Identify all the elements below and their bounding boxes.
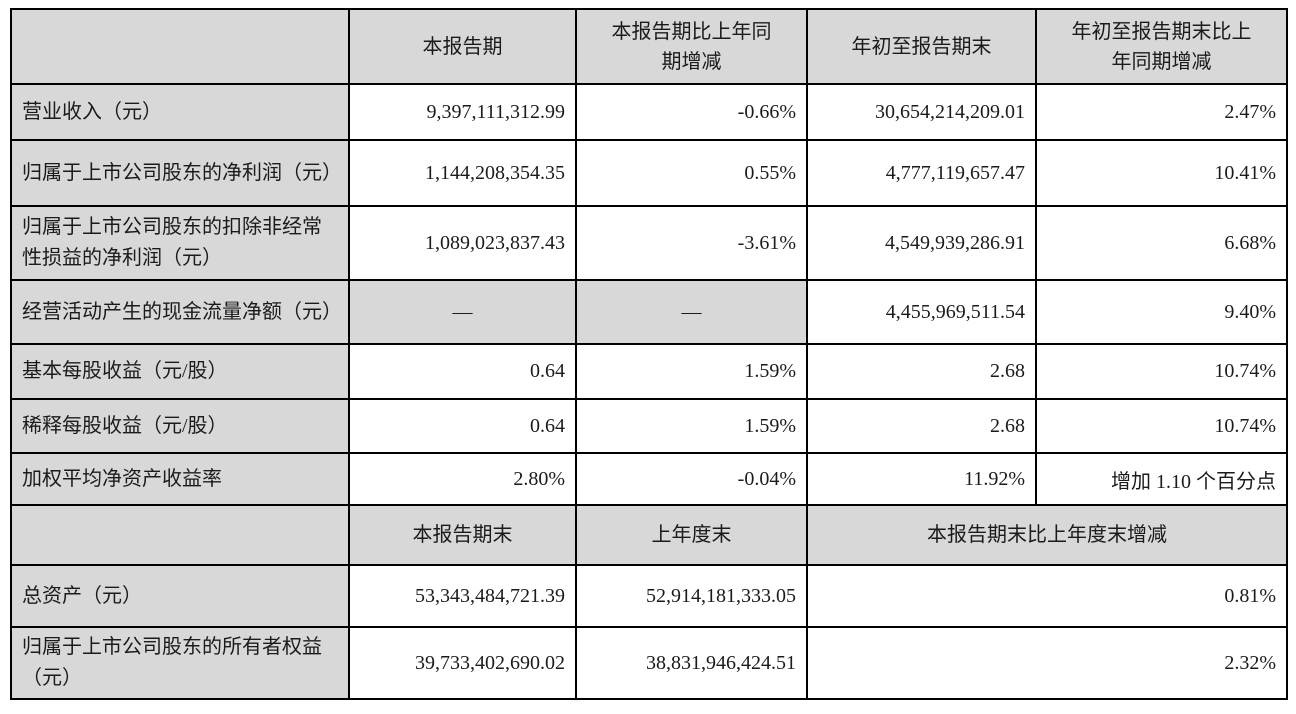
cell-value: 0.64 [348, 343, 577, 400]
table-row-diluted-eps: 稀释每股收益（元/股） 0.64 1.59% 2.68 10.74% [10, 398, 1288, 454]
cell-value: 30,654,214,209.01 [806, 83, 1037, 141]
cell-value: 0.55% [575, 139, 808, 207]
cell-value: 10.41% [1035, 139, 1288, 207]
cell-value: 2.80% [348, 452, 577, 506]
table-row-basic-eps: 基本每股收益（元/股） 0.64 1.59% 2.68 10.74% [10, 343, 1288, 400]
col-header-current-period: 本报告期 [348, 8, 577, 85]
financial-summary-table: 本报告期 本报告期比上年同期增减 年初至报告期末 年初至报告期末比上年同期增减 … [10, 8, 1288, 700]
table-row-net-profit-excl-nonrecurring: 归属于上市公司股东的扣除非经常性损益的净利润（元） 1,089,023,837.… [10, 205, 1288, 281]
row-label: 经营活动产生的现金流量净额（元） [10, 279, 350, 345]
col-header-period-yoy-change: 本报告期比上年同期增减 [575, 8, 808, 85]
yearend-header-row: 本报告期末 上年度末 本报告期末比上年度末增减 [10, 504, 1288, 566]
row-label: 基本每股收益（元/股） [10, 343, 350, 400]
cell-value: -0.66% [575, 83, 808, 141]
row-label: 稀释每股收益（元/股） [10, 398, 350, 454]
cell-value: 1,089,023,837.43 [348, 205, 577, 281]
cell-value: 52,914,181,333.05 [575, 564, 808, 628]
cell-value: 4,777,119,657.47 [806, 139, 1037, 207]
table-row-weighted-avg-roe: 加权平均净资产收益率 2.80% -0.04% 11.92% 增加 1.10 个… [10, 452, 1288, 506]
table-row-total-assets: 总资产（元） 53,343,484,721.39 52,914,181,333.… [10, 564, 1288, 628]
col-header-prior-year-end: 上年度末 [575, 504, 808, 566]
cell-value: 1,144,208,354.35 [348, 139, 577, 207]
table-row-revenue: 营业收入（元） 9,397,111,312.99 -0.66% 30,654,2… [10, 83, 1288, 141]
table-row-net-profit: 归属于上市公司股东的净利润（元） 1,144,208,354.35 0.55% … [10, 139, 1288, 207]
cell-value: -3.61% [575, 205, 808, 281]
cell-value: 9.40% [1035, 279, 1288, 345]
corner-cell [10, 8, 350, 85]
cell-value: 9,397,111,312.99 [348, 83, 577, 141]
cell-value: 1.59% [575, 343, 808, 400]
row-label: 归属于上市公司股东的扣除非经常性损益的净利润（元） [10, 205, 350, 281]
cell-value: 2.47% [1035, 83, 1288, 141]
row-label: 总资产（元） [10, 564, 350, 628]
cell-value: 4,549,939,286.91 [806, 205, 1037, 281]
cell-dash: — [348, 279, 577, 345]
row-label: 加权平均净资产收益率 [10, 452, 350, 506]
cell-value: 38,831,946,424.51 [575, 626, 808, 700]
table-row-shareholders-equity: 归属于上市公司股东的所有者权益（元） 39,733,402,690.02 38,… [10, 626, 1288, 700]
col-header-period-end-change: 本报告期末比上年度末增减 [806, 504, 1288, 566]
corner-cell [10, 504, 350, 566]
cell-value: 53,343,484,721.39 [348, 564, 577, 628]
row-label: 营业收入（元） [10, 83, 350, 141]
row-label: 归属于上市公司股东的所有者权益（元） [10, 626, 350, 700]
period-header-row: 本报告期 本报告期比上年同期增减 年初至报告期末 年初至报告期末比上年同期增减 [10, 8, 1288, 85]
col-header-ytd-yoy-change: 年初至报告期末比上年同期增减 [1035, 8, 1288, 85]
cell-value: 0.64 [348, 398, 577, 454]
cell-value: 1.59% [575, 398, 808, 454]
cell-value: 6.68% [1035, 205, 1288, 281]
cell-value: 2.32% [806, 626, 1288, 700]
cell-dash: — [575, 279, 808, 345]
cell-value: 10.74% [1035, 398, 1288, 454]
cell-value: 2.68 [806, 398, 1037, 454]
col-header-ytd: 年初至报告期末 [806, 8, 1037, 85]
row-label: 归属于上市公司股东的净利润（元） [10, 139, 350, 207]
cell-value: 39,733,402,690.02 [348, 626, 577, 700]
cell-value: 10.74% [1035, 343, 1288, 400]
cell-value: 11.92% [806, 452, 1037, 506]
cell-value: 4,455,969,511.54 [806, 279, 1037, 345]
cell-value: -0.04% [575, 452, 808, 506]
cell-value: 0.81% [806, 564, 1288, 628]
col-header-period-end: 本报告期末 [348, 504, 577, 566]
cell-value: 增加 1.10 个百分点 [1035, 452, 1288, 506]
table-row-operating-cash-flow: 经营活动产生的现金流量净额（元） — — 4,455,969,511.54 9.… [10, 279, 1288, 345]
cell-value: 2.68 [806, 343, 1037, 400]
